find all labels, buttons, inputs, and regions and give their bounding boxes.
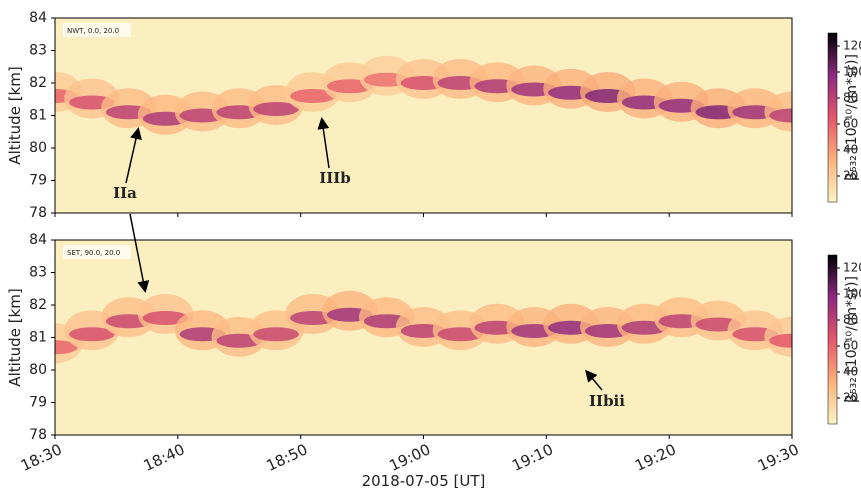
y-tick-label: 78 [29,205,47,221]
colorbar-tick-label: 100 [843,287,861,301]
colorbar-tick-label: 40 [843,143,858,157]
y-tick-label: 83 [29,265,47,281]
heatmap-layer [55,55,792,135]
colorbar-tick-label: 40 [843,365,858,379]
colorbar [827,254,838,425]
y-tick-label: 82 [29,75,47,91]
colorbar-label: β₅₃₂ [10⁻¹⁰/(m*sr)] [844,276,860,403]
arrow [129,213,150,293]
colorbar-tick-label: 60 [843,339,858,353]
x-tick-label: 18:40 [141,440,188,475]
y-axis-label: Altitude [km] [6,66,24,164]
layer-core [290,89,336,103]
y-tick-label: 78 [29,427,47,443]
panel-label: SET, 90.0, 20.0 [67,249,120,257]
annotation-arrow [125,127,142,184]
y-tick-label: 81 [29,108,47,124]
annotation-arrow [585,369,603,391]
x-tick-label: 19:30 [755,440,802,475]
colorbar-tick-label: 120 [843,39,861,53]
layer-core [253,102,299,116]
y-tick-label: 79 [29,173,47,189]
x-tick-label: 18:30 [18,440,65,475]
colorbar-tick-label: 80 [843,313,858,327]
y-tick-label: 84 [29,232,47,248]
layer-core [69,327,115,342]
layer-core [142,311,189,325]
y-tick-label: 84 [29,10,47,26]
colorbar-tick-label: 100 [843,65,861,79]
colorbar-tick-label: 20 [843,169,858,183]
y-axis-label: Altitude [km] [6,288,24,386]
heatmap-layer [55,290,792,364]
colorbar-tick-label: 120 [843,261,861,275]
y-tick-label: 83 [29,43,47,59]
colorbar-label: β₅₃₂ [10⁻¹⁰/(m*sr)] [844,54,860,181]
colorbar-tick-label: 20 [843,391,858,405]
layer-core [769,108,792,123]
y-tick-label: 80 [29,140,47,156]
x-axis-label: 2018-07-05 [UT] [362,472,486,490]
x-tick-label: 19:20 [632,440,679,475]
x-tick-label: 18:50 [264,440,311,475]
y-tick-label: 80 [29,362,47,378]
annotation-arrow [317,117,330,169]
panel-label: NWT, 0.0, 20.0 [67,27,119,35]
annotation: IIIb [319,169,351,187]
y-tick-label: 81 [29,330,47,346]
colorbar [827,32,838,203]
annotation: IIbii [589,392,625,410]
panel-label-box [63,245,131,259]
y-tick-label: 82 [29,297,47,313]
panel-label-box [63,23,131,37]
annotation: IIa [113,184,137,202]
x-tick-label: 19:00 [386,440,433,475]
layer-core [769,333,792,348]
y-tick-label: 79 [29,395,47,411]
colorbar-tick-label: 60 [843,117,858,131]
layer-core [253,327,299,342]
x-tick-label: 19:10 [509,440,556,475]
colorbar-tick-label: 80 [843,91,858,105]
